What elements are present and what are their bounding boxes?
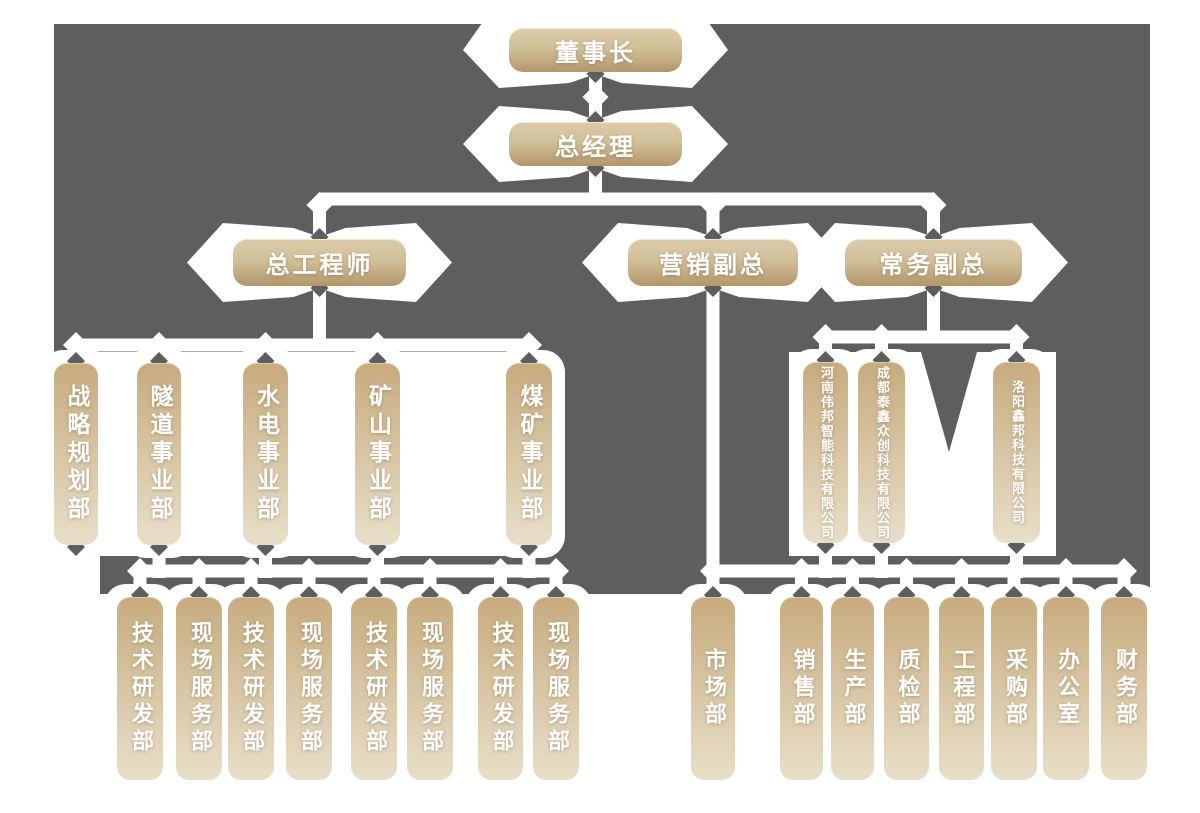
connector-joint	[296, 558, 322, 584]
connector-joint	[868, 324, 895, 350]
connector-joint	[361, 558, 387, 584]
connector-joint	[1111, 558, 1137, 584]
connector-joint	[417, 558, 443, 584]
connector-joint	[516, 332, 542, 358]
org-node-vp-dept-4: 工程部	[939, 597, 984, 780]
connector-joint	[1001, 558, 1027, 584]
background-shape	[921, 352, 977, 452]
connector-joint	[146, 332, 172, 358]
connector-joint	[812, 324, 839, 350]
org-node-vp-dept-5: 采购部	[991, 597, 1037, 780]
connector-joint	[364, 332, 391, 358]
connector-joint	[948, 558, 975, 584]
connector-line	[825, 330, 1017, 344]
org-node-general-manager: 总经理	[509, 122, 682, 166]
org-node-division-dept-3: 现场服务部	[286, 597, 332, 780]
connector-joint	[543, 558, 569, 584]
background-shape	[1056, 352, 1150, 556]
org-node-subsidiary-1: 成都泰鑫众创科技有限公司	[858, 362, 905, 543]
connector-joint	[700, 192, 726, 218]
org-node-subsidiary-2: 洛阳鑫邦科技有限公司	[993, 362, 1040, 543]
connector-joint	[487, 558, 514, 584]
org-node-division-dept-1: 现场服务部	[176, 597, 222, 780]
org-node-vp-dept-6: 办公室	[1043, 597, 1089, 780]
org-node-division-dept-5: 现场服务部	[407, 597, 453, 780]
org-node-marketing-vp: 营销副总	[628, 239, 798, 286]
connector-joint	[788, 558, 815, 584]
org-node-division-dept-6: 技术研发部	[478, 597, 523, 780]
org-node-chairman: 董事长	[509, 28, 682, 72]
org-node-division-dept-7: 现场服务部	[533, 597, 579, 780]
connector-joint	[700, 558, 726, 584]
connector-joint	[920, 192, 947, 218]
org-node-vp-dept-1: 销售部	[780, 597, 823, 780]
connector-joint	[127, 558, 153, 584]
org-node-vp-dept-0: 市场部	[691, 597, 735, 780]
connector-joint	[839, 558, 866, 584]
background-shape	[553, 352, 691, 556]
org-node-division-dept-4: 技术研发部	[351, 597, 397, 780]
org-node-division-3: 矿山事业部	[355, 363, 400, 545]
connector-joint	[1053, 558, 1079, 584]
connector-line	[313, 278, 326, 346]
org-node-subsidiary-0: 河南伟邦智能科技有限公司	[803, 362, 848, 543]
org-node-vp-dept-7: 财务部	[1101, 597, 1147, 780]
org-node-vp-dept-3: 质检部	[884, 597, 929, 780]
connector-joint	[186, 558, 212, 584]
background-shape	[672, 352, 789, 556]
org-node-division-2: 水电事业部	[243, 363, 288, 545]
connector-joint	[63, 332, 89, 358]
connector-line	[76, 338, 529, 352]
connector-joint	[306, 192, 333, 218]
org-node-vp-dept-2: 生产部	[831, 597, 874, 780]
connector-joint	[252, 332, 279, 358]
org-node-executive-vp: 常务副总	[845, 239, 1022, 286]
connector-joint	[582, 84, 609, 110]
org-node-chief-engineer: 总工程师	[233, 239, 406, 286]
connector-line	[706, 278, 720, 578]
connector-joint	[893, 558, 920, 584]
connector-joint	[238, 558, 264, 584]
connector-line	[319, 192, 934, 206]
org-node-division-4: 煤矿事业部	[506, 363, 552, 545]
connector-joint	[1003, 324, 1030, 350]
org-node-division-1: 隧道事业部	[137, 363, 181, 545]
org-node-division-dept-2: 技术研发部	[228, 597, 274, 780]
org-node-division-0: 战略规划部	[54, 363, 98, 545]
org-node-division-dept-0: 技术研发部	[117, 597, 163, 780]
